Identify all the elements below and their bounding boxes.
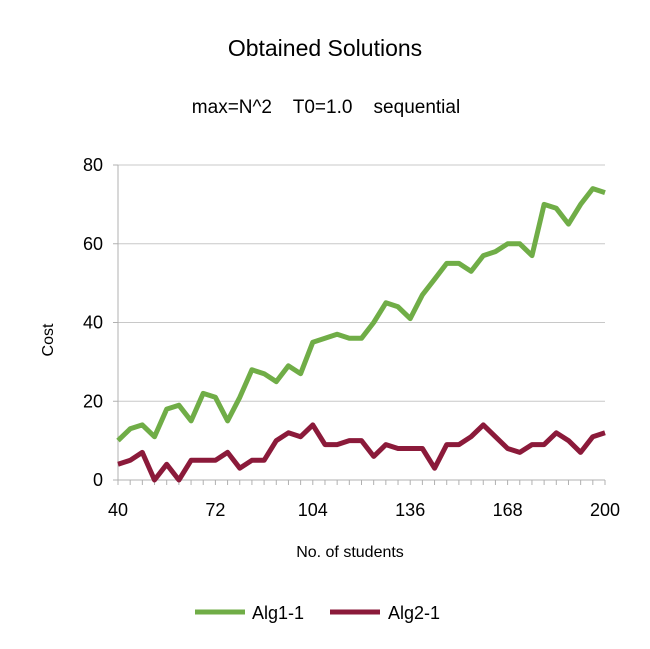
y-tick-label: 0 [93,470,103,490]
y-tick-label: 80 [83,155,103,175]
x-tick-label: 104 [298,500,328,520]
axes [113,164,606,485]
series-line-alg2-1 [117,422,606,483]
chart-subtitle: max=N^2 T0=1.0 sequential [192,97,460,118]
y-tick-label: 40 [83,313,103,333]
grid [118,164,605,402]
y-tick-label: 20 [83,391,103,411]
series-line-alg1-1 [116,186,606,443]
x-tick-label: 200 [590,500,620,520]
series-lines [116,186,606,483]
x-axis-label: No. of students [296,544,404,561]
x-tick-label: 136 [395,500,425,520]
legend-label-alg1-1: Alg1-1 [252,603,304,623]
x-tick-label: 40 [108,500,128,520]
x-tick-label: 72 [205,500,225,520]
chart-title: Obtained Solutions [228,35,422,61]
legend-label-alg2-1: Alg2-1 [388,603,440,623]
y-axis-label: Cost [40,323,57,356]
tick-labels: 0 20 40 60 80 40 72 104 136 168 200 [83,155,620,520]
legend: Alg1-1 Alg2-1 [195,603,440,623]
x-tick-label: 168 [493,500,523,520]
y-tick-label: 60 [83,234,103,254]
